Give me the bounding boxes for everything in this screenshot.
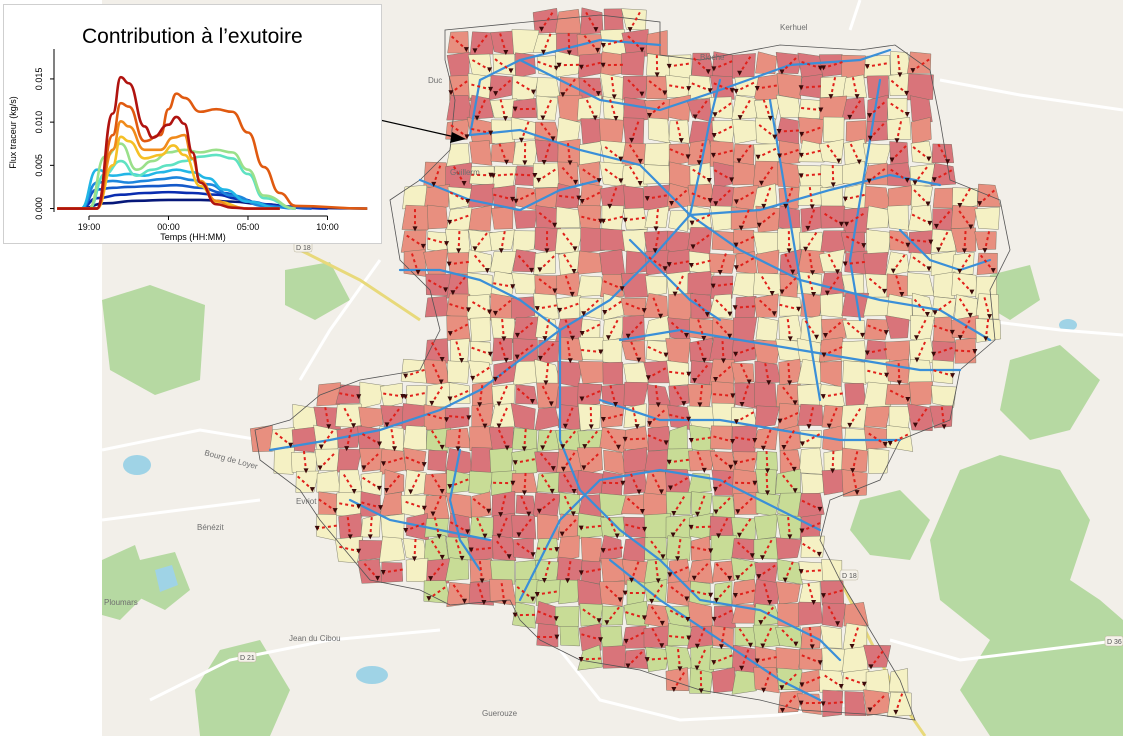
plot-area: 0.000 0.005 0.010 0.015 19:00 00:00 05:00 10:00… xyxy=(8,49,368,242)
place-label: Guillerm xyxy=(450,168,480,177)
series-line xyxy=(57,92,368,210)
series-line xyxy=(57,135,249,210)
chart-title: Contribution à l’exutoire xyxy=(82,25,303,48)
series-line xyxy=(57,75,280,210)
place-label: Guerouze xyxy=(482,709,518,718)
road-badges: D 18 D 18 D 21 D 36 xyxy=(237,241,1123,663)
place-label: Evriot xyxy=(296,497,317,506)
water-bodies xyxy=(123,319,1077,684)
inset-chart-panel: Contribution à l’exutoire 0.000 0.005 0.01… xyxy=(3,4,382,244)
place-label: Bloche xyxy=(700,53,725,62)
flow-arrows xyxy=(288,26,996,715)
place-label: Kerhuel xyxy=(780,23,808,32)
x-tick-label: 05:00 xyxy=(237,222,260,232)
place-label: Duc xyxy=(428,76,442,85)
place-label: Bénézit xyxy=(197,523,224,532)
road-badge: D 18 xyxy=(296,245,311,252)
series-line xyxy=(57,119,280,210)
y-tick-label: 0.015 xyxy=(34,68,44,91)
x-tick-label: 00:00 xyxy=(157,222,180,232)
y-axis-title: Flux traceur (kg/s) xyxy=(8,96,18,169)
road-badge: D 36 xyxy=(1107,639,1122,646)
series-line xyxy=(57,168,280,210)
road-badge: D 21 xyxy=(240,655,255,662)
catchment-outline xyxy=(254,14,1011,721)
outlet-callout-arrow xyxy=(379,119,466,143)
contribution-chart: Contribution à l’exutoire 0.000 0.005 0.01… xyxy=(8,25,368,242)
x-tick-label: 19:00 xyxy=(78,222,101,232)
y-tick-label: 0.000 xyxy=(34,197,44,220)
y-tick-label: 0.005 xyxy=(34,154,44,177)
x-tick-label: 10:00 xyxy=(316,222,339,232)
y-tick-label: 0.010 xyxy=(34,111,44,134)
x-axis-title: Temps (HH:MM) xyxy=(160,232,226,242)
road-badge: D 18 xyxy=(842,573,857,580)
place-label: Jean du Cibou xyxy=(289,634,341,643)
place-label: Ploumars xyxy=(104,598,138,607)
